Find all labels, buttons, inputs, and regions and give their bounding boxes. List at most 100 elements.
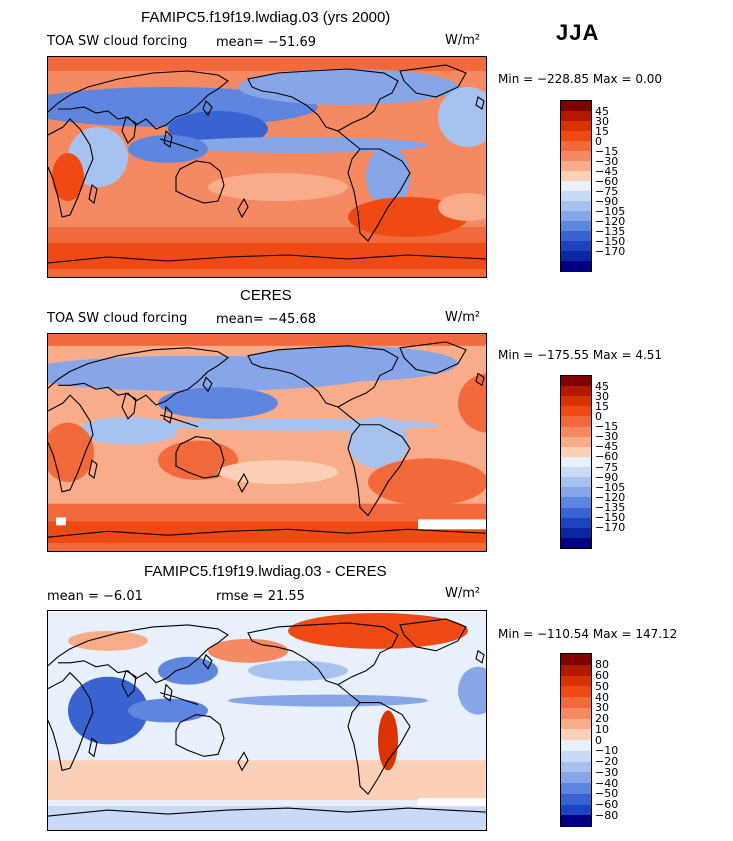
coastlines: [48, 342, 486, 537]
coastline: [348, 149, 410, 241]
colorbar-swatch: [561, 815, 591, 827]
colorbar-tick-label: −90: [595, 470, 619, 484]
colorbar-swatch: [561, 783, 591, 795]
coastline: [160, 693, 198, 705]
field-blob: [438, 193, 486, 221]
coastline: [238, 199, 248, 217]
colorbar-swatch: [561, 396, 591, 407]
field-band: [48, 57, 486, 71]
colorbar-swatch: [561, 426, 591, 438]
colorbar-tick-label: −120: [595, 214, 626, 228]
coastline: [48, 673, 93, 771]
panel2-units: W/m²: [445, 310, 481, 325]
coastline: [348, 703, 410, 795]
colorbar-swatch: [561, 507, 591, 519]
colorbar-tick-label: −15: [595, 420, 619, 434]
colorbar-tick-label: −45: [595, 164, 619, 178]
field-blob: [458, 373, 486, 433]
field-blob: [48, 422, 94, 482]
coastline: [160, 139, 198, 151]
map-field: [48, 57, 486, 277]
colorbar-tick-label: 0: [595, 733, 602, 747]
colorbar-tick-label: 80: [595, 658, 609, 672]
coastline: [203, 101, 212, 115]
colorbar-swatch: [561, 151, 591, 162]
field-blob: [158, 656, 218, 685]
coastline: [48, 71, 228, 129]
colorbar-tick-label: −30: [595, 154, 619, 168]
colorbar-swatch: [561, 772, 591, 784]
coastline: [164, 131, 172, 147]
colorbar-tick-label: 60: [595, 669, 609, 682]
panel2-minmax: Min = −175.55 Max = 4.51: [498, 348, 663, 362]
coastline: [164, 685, 172, 701]
colorbar-swatch: [561, 181, 591, 192]
field-blob: [228, 694, 428, 707]
panel2-mean-label: mean= −45.68: [216, 312, 317, 327]
colorbar-swatch: [561, 750, 591, 762]
colorbar-swatch: [561, 406, 591, 417]
colorbar-swatch: [561, 221, 591, 232]
coastline: [48, 625, 228, 683]
colorbar-tick-label: −135: [595, 224, 626, 238]
field-blob: [68, 676, 148, 745]
coastline: [338, 685, 360, 703]
colorbar-tick-label: 20: [595, 712, 609, 725]
colorbar-swatch: [561, 456, 591, 468]
missing-data: [56, 517, 66, 526]
season-label: JJA: [556, 20, 600, 45]
field-band: [48, 521, 486, 544]
colorbar-swatch: [561, 131, 591, 142]
colorbar-tick-label: 0: [595, 134, 602, 148]
colorbar-tick-label: −135: [595, 501, 626, 515]
field-blob: [52, 153, 84, 201]
colorbar-tick-label: −170: [595, 521, 626, 535]
coastline: [48, 395, 93, 492]
colorbar-tick-label: −30: [595, 430, 619, 444]
coastline: [48, 119, 93, 217]
colorbar-tick-label: 15: [595, 399, 609, 413]
coastline: [203, 377, 212, 391]
colorbar-swatch: [561, 191, 591, 202]
field-blob: [158, 440, 238, 480]
coastline: [476, 651, 484, 663]
colorbar-swatch: [561, 697, 591, 709]
coastline: [48, 255, 486, 263]
panel3-title: FAMIPC5.f19f19.lwdiag.03 - CERES: [144, 563, 387, 580]
panel1-map: [47, 56, 487, 278]
coastline: [400, 65, 466, 97]
colorbar-swatch: [561, 121, 591, 132]
panel2-title: CERES: [240, 287, 292, 304]
field-blob: [248, 660, 348, 681]
colorbar-swatch: [561, 740, 591, 752]
panel1-variable-label: TOA SW cloud forcing: [47, 34, 188, 49]
colorbar-tick-label: 45: [595, 104, 609, 118]
colorbar-tick-label: −45: [595, 440, 619, 454]
colorbar-swatch: [561, 707, 591, 719]
field-blob: [348, 416, 408, 469]
colorbar-tick-label: 30: [595, 389, 609, 403]
colorbar-swatch: [561, 241, 591, 252]
colorbar-swatch: [561, 477, 591, 488]
panel3-minmax: Min = −110.54 Max = 147.12: [498, 627, 678, 641]
colorbar-swatch: [561, 111, 591, 122]
field-band: [48, 334, 486, 346]
field-blob: [158, 387, 278, 419]
colorbar-tick-label: −120: [595, 490, 626, 504]
coastline: [176, 715, 224, 757]
colorbar-swatch: [561, 793, 591, 805]
field-blob: [208, 173, 348, 201]
field-blob: [208, 638, 288, 663]
colorbar-tick-label: 30: [595, 114, 609, 128]
colorbar-swatch: [561, 675, 591, 687]
colorbar-swatch: [561, 261, 591, 272]
coastline: [176, 161, 224, 203]
colorbar-swatch: [561, 141, 591, 152]
colorbar-tick-label: −30: [595, 765, 619, 779]
panel3-rmse-label: rmse = 21.55: [216, 589, 305, 604]
colorbar-tick-label: −105: [595, 480, 626, 494]
panel2-map: [47, 333, 487, 552]
coastline: [203, 655, 212, 669]
colorbar-swatch: [561, 487, 591, 498]
colorbar-swatch: [561, 761, 591, 773]
